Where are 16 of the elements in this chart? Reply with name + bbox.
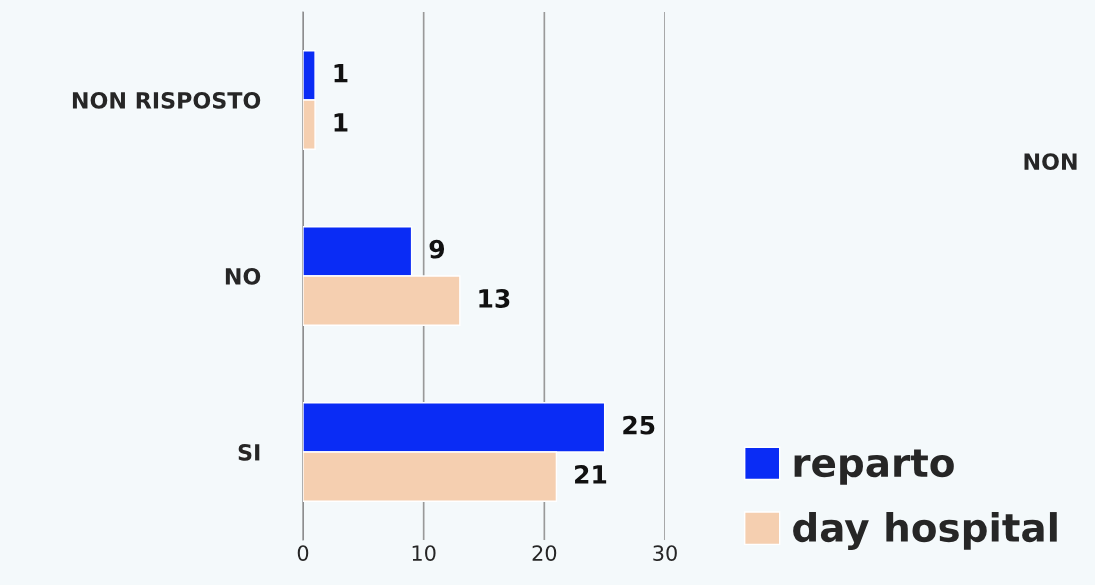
data-label: 13 bbox=[479, 288, 510, 308]
data-label: 21 bbox=[575, 464, 607, 484]
y-tick-label: NON RISPOSTO bbox=[72, 91, 261, 109]
x-tick-label: 30 bbox=[653, 545, 677, 561]
x-tick-label: 20 bbox=[532, 545, 557, 561]
x-tick-label: 0 bbox=[297, 545, 309, 561]
data-label: 25 bbox=[623, 415, 655, 435]
y-tick-label: SI bbox=[238, 443, 260, 461]
text: NON bbox=[1024, 153, 1077, 170]
y-tick-label: NO bbox=[225, 267, 261, 285]
legend-label: day hospital bbox=[793, 512, 1057, 550]
data-label: 1 bbox=[334, 64, 348, 83]
x-tick-label: 10 bbox=[412, 545, 436, 561]
legend-label: reparto bbox=[794, 449, 954, 485]
data-label: 1 bbox=[334, 113, 348, 132]
data-label: 9 bbox=[429, 239, 445, 259]
